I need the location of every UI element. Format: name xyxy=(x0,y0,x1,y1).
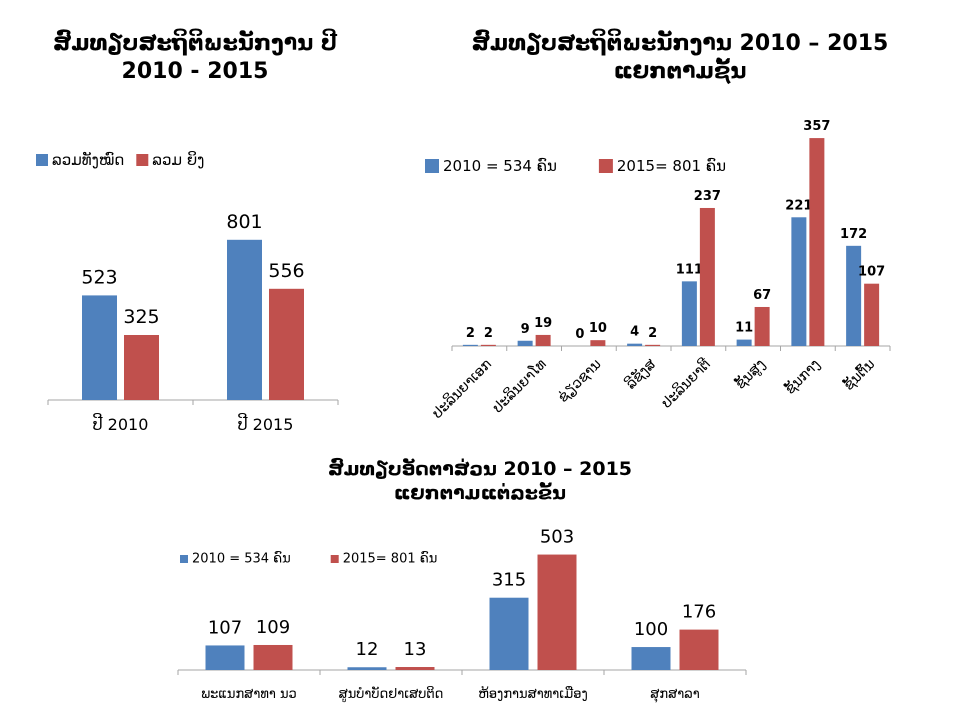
chart2-bar xyxy=(645,344,661,346)
chart1-category-label: ປີ 2010 xyxy=(93,413,149,434)
chart3-title-line1: ສົມທຽບອັດຕາສ່ວນ 2010 – 2015 xyxy=(327,458,633,480)
chart1-bar xyxy=(82,295,117,400)
chart2-bar xyxy=(535,334,551,346)
chart2-bar xyxy=(864,283,880,346)
chart2-data-label: 221 xyxy=(785,198,812,213)
chart2-data-label: 2 xyxy=(484,326,493,341)
chart1-data-label: 801 xyxy=(226,211,262,233)
chart3-legend-swatch xyxy=(180,555,188,563)
chart2-category-label: ປະລິນຍາໂທ xyxy=(488,355,549,416)
chart1-legend-label: ລວມທັງໝົດ xyxy=(52,150,124,169)
chart2-data-label: 4 xyxy=(630,325,639,340)
chart1-bar xyxy=(269,288,304,400)
chart3-data-label: 12 xyxy=(356,639,379,660)
chart2-data-label: 2 xyxy=(466,326,475,341)
chart2-legend-label: 2010 = 534 ຄົນ xyxy=(443,156,557,175)
chart2-data-label: 19 xyxy=(534,316,552,331)
chart2-data-label: 172 xyxy=(840,227,867,242)
chart2-bar xyxy=(791,217,807,346)
chart2-bar xyxy=(754,306,770,346)
chart3-title: ສົມທຽບອັດຕາສ່ວນ 2010 – 2015 ແຍກຕາມແຕ່ລະຂ… xyxy=(250,458,710,506)
chart3-bar xyxy=(253,644,293,670)
chart2-data-label: 0 xyxy=(575,327,584,342)
chart2-bar xyxy=(699,207,715,346)
chart1-data-label: 556 xyxy=(268,260,304,282)
chart3-bar xyxy=(537,554,577,670)
chart3-bar xyxy=(395,667,435,670)
chart2-data-label: 357 xyxy=(803,119,830,134)
chart1-title-line2: 2010 - 2015 xyxy=(121,58,269,84)
chart3-data-label: 503 xyxy=(540,527,574,548)
chart1-title-line1: ສົມທຽບສະຖິຕິພະນັກງານ ປີ xyxy=(53,31,337,56)
chart1-category-label: ປີ 2015 xyxy=(238,413,294,434)
chart2-data-label: 11 xyxy=(735,321,753,336)
chart2-category-label: ປະລິນຍາເອກ xyxy=(428,355,495,422)
chart3-data-label: 100 xyxy=(634,619,668,640)
chart3-legend-swatch xyxy=(330,555,339,563)
chart3-category-label: ສູນບຳບັດຢາເສບຕິດ xyxy=(339,686,444,702)
chart2-bar xyxy=(627,343,643,346)
chart3-legend-label: 2015= 801 ຄົນ xyxy=(343,551,438,566)
chart2-category-label: ປະລິນຍາຕີ xyxy=(657,355,714,412)
chart2-data-label: 2 xyxy=(648,326,657,341)
chart2-data-label: 111 xyxy=(676,262,703,277)
chart3-data-label: 13 xyxy=(404,639,427,660)
chart3-bar xyxy=(489,597,529,670)
chart2-data-label: 10 xyxy=(589,321,607,336)
chart2-bar xyxy=(480,344,496,346)
chart1-legend-swatch xyxy=(136,154,149,166)
chart3-category-label: ພະແນກສາທາ ນວ xyxy=(201,687,297,702)
chart1-bar xyxy=(124,335,159,400)
chart2-bar xyxy=(517,340,533,346)
chart3-data-label: 176 xyxy=(682,602,716,623)
chart1-legend-swatch xyxy=(36,154,48,166)
chart2-data-label: 67 xyxy=(753,288,771,303)
chart2-data-label: 237 xyxy=(694,189,721,204)
chart1-legend-label: ລວມ ຍິງ xyxy=(152,150,204,169)
chart2-category-label: ຊັ້ນກາງ xyxy=(781,356,823,398)
chart1-data-label: 523 xyxy=(81,266,117,288)
chart3-category-label: ຫ້ອງການສາທາເມືອງ xyxy=(478,686,588,702)
chart2-legend-label: 2015= 801 ຄົນ xyxy=(617,156,726,175)
chart2-legend-swatch xyxy=(598,159,613,173)
chart3-data-label: 315 xyxy=(492,570,526,591)
chart2-title: ສົມທຽບສະຖິຕິພະນັກງານ 2010 – 2015 ແຍກຕາມຊ… xyxy=(440,30,920,85)
chart2-bar xyxy=(809,138,825,346)
chart3-title-line2: ແຍກຕາມແຕ່ລະຂັ້ນ xyxy=(393,481,567,504)
chart2-bar xyxy=(736,339,752,346)
chart2-category-label: ລີຊັງສ xyxy=(621,355,659,393)
chart1-title: ສົມທຽບສະຖິຕິພະນັກງານ ປີ 2010 - 2015 xyxy=(20,30,370,85)
chart1-data-label: 325 xyxy=(123,306,159,328)
chart3-bar xyxy=(631,647,671,670)
chart1-bar xyxy=(227,239,262,400)
chart3-data-label: 109 xyxy=(256,617,290,638)
chart2-bar xyxy=(462,344,478,346)
chart2-title-line2: ແຍກຕາມຊັ້ນ xyxy=(613,58,747,84)
chart2-data-label: 107 xyxy=(858,265,885,280)
chart3-bar xyxy=(347,667,387,670)
chart3-bar xyxy=(679,629,719,670)
chart3-category-label: ສຸກສາລາ xyxy=(650,687,699,703)
chart3-bar xyxy=(205,645,245,670)
chart2-data-label: 9 xyxy=(521,322,530,337)
chart3-data-label: 107 xyxy=(208,617,242,638)
chart2-bar xyxy=(590,340,606,346)
chart2-bar xyxy=(846,245,862,346)
chart2-category-label: ຊ່ຽວຊານ xyxy=(555,356,605,406)
chart2-title-line1: ສົມທຽບສະຖິຕິພະນັກງານ 2010 – 2015 xyxy=(471,31,889,56)
chart2-legend-swatch xyxy=(425,159,439,173)
chart3-legend-label: 2010 = 534 ຄົນ xyxy=(192,551,291,566)
chart2-category-label: ຊັ້ນຕົ້ນ xyxy=(840,356,878,394)
chart2-bar xyxy=(681,281,697,346)
chart2-category-label: ຊັ້ນສູງ xyxy=(732,356,769,393)
